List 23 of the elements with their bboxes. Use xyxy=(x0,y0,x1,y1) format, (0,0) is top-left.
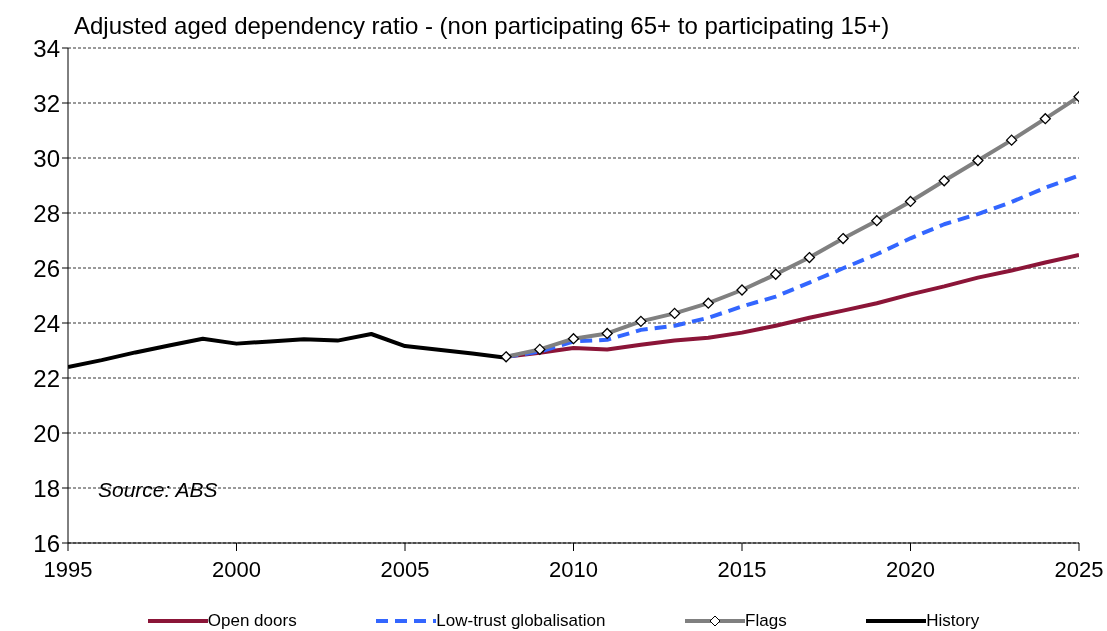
chart-title: Adjusted aged dependency ratio - (non participating 65+ to participating 15+) xyxy=(74,12,890,40)
y-tick-label: 32 xyxy=(33,89,60,117)
x-tick-label: 2025 xyxy=(1054,556,1104,582)
x-tick-label: 2000 xyxy=(212,556,261,582)
x-tick-label: 2015 xyxy=(717,556,767,582)
y-tick-label: 28 xyxy=(33,199,60,227)
x-tick-label: 2020 xyxy=(886,556,935,582)
legend-label: Flags xyxy=(745,611,787,631)
y-tick-label: 20 xyxy=(33,419,60,447)
y-tick-label: 16 xyxy=(33,529,60,557)
annotation: Source: ABS xyxy=(98,478,218,502)
y-tick-label: 26 xyxy=(33,254,60,282)
y-tick-label: 22 xyxy=(33,364,60,392)
y-tick-label: 18 xyxy=(33,474,60,502)
legend-label: Low-trust globalisation xyxy=(436,611,606,631)
y-tick-label: 30 xyxy=(33,144,60,172)
y-tick-label: 24 xyxy=(33,309,60,337)
legend-label: Open doors xyxy=(207,611,297,631)
legend-label: History xyxy=(926,611,980,631)
x-tick-label: 2005 xyxy=(380,556,430,582)
y-tick-label: 34 xyxy=(33,34,60,62)
x-tick-label: 1995 xyxy=(43,556,93,582)
x-tick-label: 2010 xyxy=(549,556,598,582)
